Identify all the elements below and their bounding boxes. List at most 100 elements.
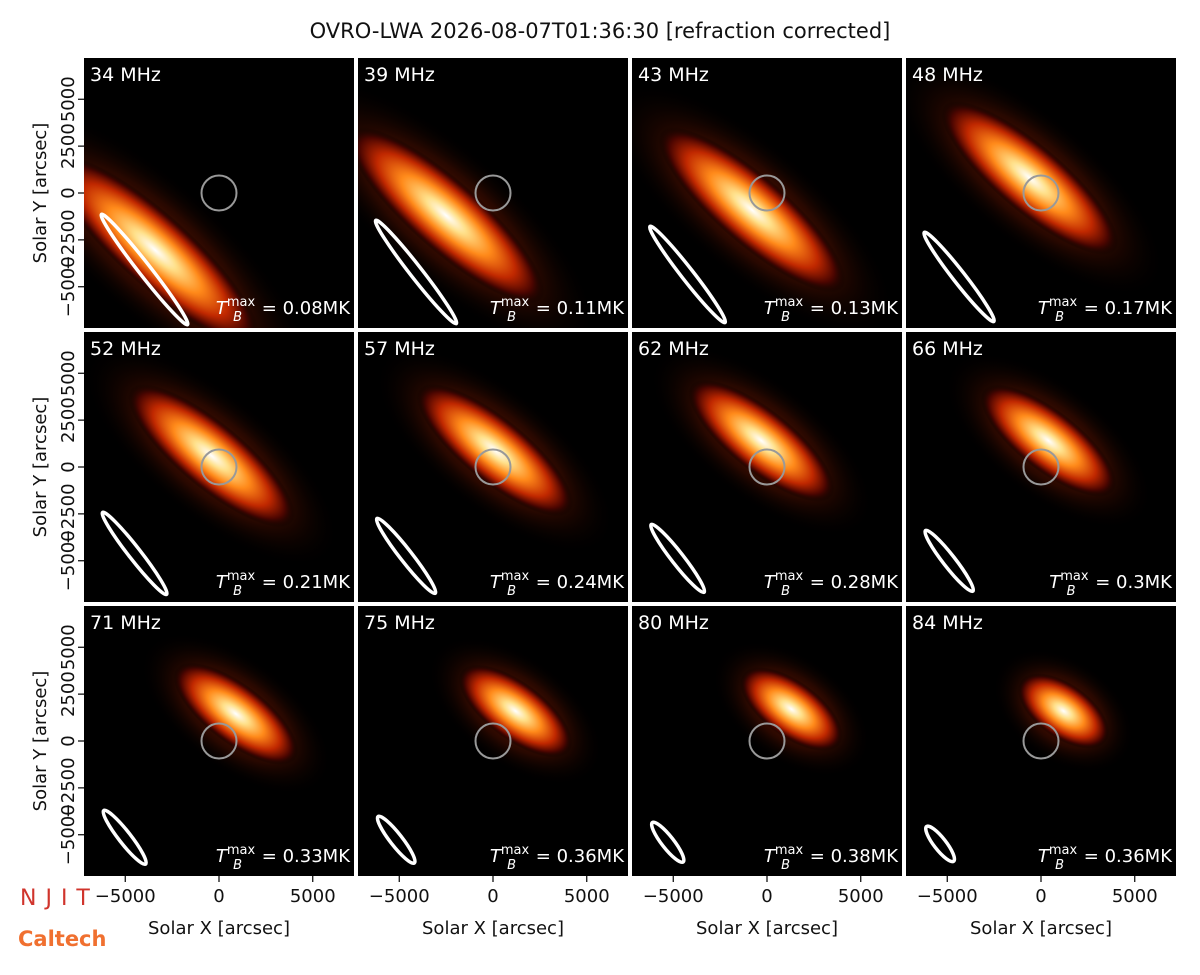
tb-symbol: T	[764, 298, 777, 319]
tb-annotation: Tmax B = 0.11MK	[490, 295, 625, 325]
tb-symbol: T	[764, 846, 777, 867]
beam	[923, 528, 976, 594]
panel-title: 62 MHz	[638, 338, 709, 360]
solar-disk	[474, 448, 512, 486]
tb-value: = 0.13MK	[804, 298, 899, 319]
beam	[375, 814, 417, 866]
tb-subscript: B	[233, 584, 242, 599]
x-tick-label: 5000	[838, 886, 884, 907]
solar-disk	[748, 174, 786, 212]
x-tick-label: 5000	[290, 886, 336, 907]
tb-annotation: Tmax B = 0.21MK	[216, 569, 351, 599]
y-tick-label: 5000	[58, 624, 79, 670]
emission-source	[1017, 673, 1110, 749]
tb-subscript: B	[507, 310, 516, 325]
tb-subscript: B	[1055, 858, 1064, 873]
panel-image	[906, 58, 1166, 324]
y-tick-label: 2500	[58, 397, 79, 443]
tb-symbol: T	[1038, 298, 1051, 319]
beam	[373, 218, 459, 326]
emission-source	[740, 667, 843, 752]
emission-source	[980, 384, 1117, 497]
tb-symbol: T	[1038, 846, 1051, 867]
tb-annotation: Tmax B = 0.24MK	[490, 569, 625, 599]
x-tick-label: 5000	[1112, 886, 1158, 907]
tb-superscript: max	[775, 843, 804, 858]
logo-njit: NJIT	[20, 886, 99, 911]
solar-disk	[200, 448, 238, 486]
x-tick-label: −5000	[369, 886, 430, 907]
y-tick-label: 5000	[58, 350, 79, 396]
tb-symbol: T	[764, 572, 777, 593]
tb-superscript: max	[227, 569, 256, 584]
tb-annotation: Tmax B = 0.13MK	[764, 295, 899, 325]
panel-image	[375, 636, 604, 866]
beam	[374, 516, 438, 596]
y-tick-label: 0	[58, 735, 79, 746]
beam	[649, 820, 686, 865]
tb-subscript: B	[233, 858, 242, 873]
beam	[647, 224, 728, 325]
panel-title: 84 MHz	[912, 612, 983, 634]
emission-source	[688, 379, 835, 502]
panel-title: 43 MHz	[638, 64, 709, 86]
panel-title: 48 MHz	[912, 64, 983, 86]
tb-superscript: max	[1060, 569, 1089, 584]
solar-disk	[200, 722, 238, 760]
tb-symbol: T	[216, 846, 229, 867]
tb-symbol: T	[216, 298, 229, 319]
tb-subscript: B	[781, 310, 790, 325]
tb-symbol: T	[216, 572, 229, 593]
tb-value: = 0.17MK	[1078, 298, 1173, 319]
panel-image	[84, 344, 340, 597]
x-tick-label: 0	[213, 886, 224, 907]
panel-image	[923, 352, 1153, 594]
tb-value: = 0.36MK	[530, 846, 625, 867]
tb-superscript: max	[775, 569, 804, 584]
y-axis-label: Solar Y [arcsec]	[30, 123, 51, 264]
solar-disk	[474, 174, 512, 212]
tb-symbol: T	[490, 572, 503, 593]
x-axis-label: Solar X [arcsec]	[148, 918, 290, 939]
panel-title: 80 MHz	[638, 612, 709, 634]
tb-superscript: max	[501, 843, 530, 858]
panel-title: 52 MHz	[90, 338, 161, 360]
tb-annotation: Tmax B = 0.17MK	[1038, 295, 1173, 325]
y-axis-label: Solar Y [arcsec]	[30, 397, 51, 538]
tb-symbol: T	[1049, 572, 1062, 593]
tb-annotation: Tmax B = 0.08MK	[216, 295, 351, 325]
tb-value: = 0.08MK	[256, 298, 351, 319]
tb-superscript: max	[227, 843, 256, 858]
x-tick-label: 0	[761, 886, 772, 907]
tb-superscript: max	[1049, 295, 1078, 310]
tb-symbol: T	[490, 298, 503, 319]
beam	[649, 522, 707, 595]
panel-title: 57 MHz	[364, 338, 435, 360]
panel-title: 39 MHz	[364, 64, 435, 86]
panel-title: 71 MHz	[90, 612, 161, 634]
tb-annotation: Tmax B = 0.28MK	[764, 569, 899, 599]
emission-source	[358, 127, 545, 304]
emission-source	[173, 662, 299, 765]
x-tick-label: −5000	[643, 886, 704, 907]
x-tick-label: 5000	[564, 886, 610, 907]
tb-superscript: max	[227, 295, 256, 310]
beam	[101, 808, 148, 867]
logo-caltech: Caltech	[18, 927, 106, 951]
y-tick-label: −2500	[58, 483, 79, 544]
tb-value: = 0.36MK	[1078, 846, 1173, 867]
panel-image	[632, 82, 895, 328]
y-tick-label: 5000	[58, 76, 79, 122]
y-tick-label: −2500	[58, 209, 79, 270]
emission-source	[127, 384, 296, 528]
tb-value: = 0.21MK	[256, 572, 351, 593]
emission-source	[658, 127, 846, 293]
x-tick-label: −5000	[95, 886, 156, 907]
beam	[99, 212, 190, 327]
x-tick-label: 0	[487, 886, 498, 907]
beam	[922, 230, 996, 324]
y-axis-label: Solar Y [arcsec]	[30, 671, 51, 812]
solar-disk	[200, 174, 238, 212]
tb-value: = 0.11MK	[530, 298, 625, 319]
